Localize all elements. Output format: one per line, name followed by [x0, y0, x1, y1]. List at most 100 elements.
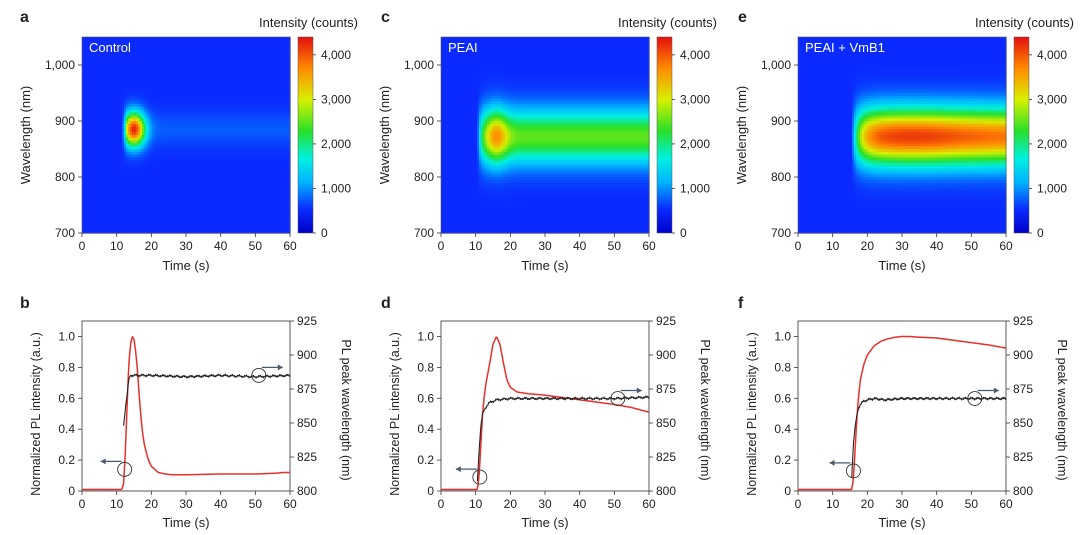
heatmap-cell — [132, 149, 135, 153]
heatmap-cell — [82, 213, 85, 217]
heatmap-cell — [82, 56, 85, 60]
heatmap-cell — [90, 202, 93, 206]
heatmap-cell — [92, 123, 95, 128]
heatmap-cell — [132, 53, 135, 58]
heatmap-cell — [98, 165, 101, 170]
heatmap-cell — [108, 45, 111, 49]
heatmap-cell — [130, 219, 133, 223]
heatmap-cell — [142, 146, 145, 150]
heatmap-cell — [114, 140, 117, 144]
heatmap-cell — [110, 48, 113, 52]
heatmap-cell — [100, 168, 103, 172]
heatmap-cell — [126, 132, 129, 136]
heatmap-cell — [124, 188, 127, 192]
heatmap-cell — [134, 168, 137, 172]
heatmap-cell — [134, 51, 137, 55]
heatmap-cell — [120, 205, 123, 209]
heatmap-cell — [136, 154, 139, 158]
heatmap-cell — [94, 202, 97, 206]
heatmap-cell — [132, 84, 135, 88]
heatmap-cell — [88, 98, 91, 102]
heatmap-cell — [110, 149, 113, 153]
heatmap-cell — [134, 118, 137, 122]
heatmap-cell — [140, 216, 143, 220]
heatmap-cell — [92, 39, 95, 44]
heatmap-cell — [96, 76, 99, 80]
heatmap-cell — [94, 210, 97, 214]
heatmap-cell — [120, 182, 123, 186]
heatmap-cell — [132, 56, 135, 60]
heatmap-cell — [88, 154, 91, 158]
heatmap-cell — [144, 221, 147, 226]
heatmap-cell — [112, 112, 115, 116]
heatmap-cell — [82, 87, 85, 91]
heatmap-cell — [92, 67, 95, 72]
heatmap-cell — [118, 179, 121, 184]
heatmap-cell — [116, 42, 119, 46]
heatmap-cell — [134, 121, 137, 125]
heatmap-cell — [110, 188, 113, 192]
heatmap-cell — [92, 163, 95, 167]
heatmap-cell — [144, 210, 147, 214]
heatmap-cell — [104, 87, 107, 91]
heatmap-cell — [86, 62, 89, 66]
heatmap-cell — [128, 48, 131, 52]
heatmap-cell — [118, 171, 121, 175]
heatmap-cell — [112, 188, 115, 192]
heatmap-cell — [108, 177, 111, 181]
heatmap-cell — [96, 171, 99, 175]
heatmap-cell — [82, 143, 85, 147]
heatmap-cell — [110, 205, 113, 209]
heatmap-cell — [84, 196, 87, 200]
heatmap-cell — [140, 207, 143, 212]
heatmap-cell — [112, 140, 115, 144]
heatmap-cell — [144, 188, 147, 192]
heatmap-cell — [124, 132, 127, 136]
heatmap-cell — [138, 109, 141, 114]
heatmap-cell — [130, 227, 133, 231]
heatmap-cell — [132, 67, 135, 72]
heatmap-cell — [140, 121, 143, 125]
heatmap-cell — [144, 107, 147, 111]
heatmap-cell — [122, 135, 125, 139]
heatmap-cell — [90, 149, 93, 153]
heatmap-cell — [82, 48, 85, 52]
heatmap-cell — [138, 224, 141, 228]
heatmap-cell — [134, 174, 137, 178]
heatmap-cell — [98, 37, 101, 41]
heatmap-cell — [132, 154, 135, 158]
heatmap-cell — [114, 146, 117, 150]
heatmap-cell — [90, 39, 93, 44]
heatmap-cell — [94, 65, 97, 69]
heatmap-cell — [106, 165, 109, 170]
heatmap-cell — [98, 140, 101, 144]
heatmap-cell — [128, 185, 131, 189]
heatmap-cell — [84, 37, 87, 41]
heatmap-cell — [108, 227, 111, 231]
heatmap-cell — [102, 174, 105, 178]
heatmap-cell — [130, 104, 133, 108]
heatmap-cell — [110, 213, 113, 217]
heatmap-cell — [136, 135, 139, 139]
heatmap-cell — [138, 93, 141, 97]
heatmap-cell — [110, 126, 113, 130]
heatmap-cell — [126, 160, 129, 164]
heatmap-cell — [124, 230, 127, 234]
heatmap-cell — [132, 224, 135, 228]
heatmap-cell — [90, 219, 93, 223]
heatmap-cell — [140, 146, 143, 150]
heatmap-cell — [130, 174, 133, 178]
heatmap-cell — [84, 140, 87, 144]
heatmap-cell — [136, 219, 139, 223]
heatmap-cell — [116, 163, 119, 167]
heatmap-cell — [134, 227, 137, 231]
heatmap-cell — [88, 76, 91, 80]
heatmap-cell — [114, 132, 117, 136]
heatmap-cell — [144, 115, 147, 119]
heatmap-cell — [118, 90, 121, 94]
heatmap-cell — [136, 115, 139, 119]
heatmap-cell — [112, 132, 115, 136]
heatmap-cell — [88, 56, 91, 60]
heatmap-cell — [102, 137, 105, 142]
heatmap-cell — [124, 81, 127, 86]
